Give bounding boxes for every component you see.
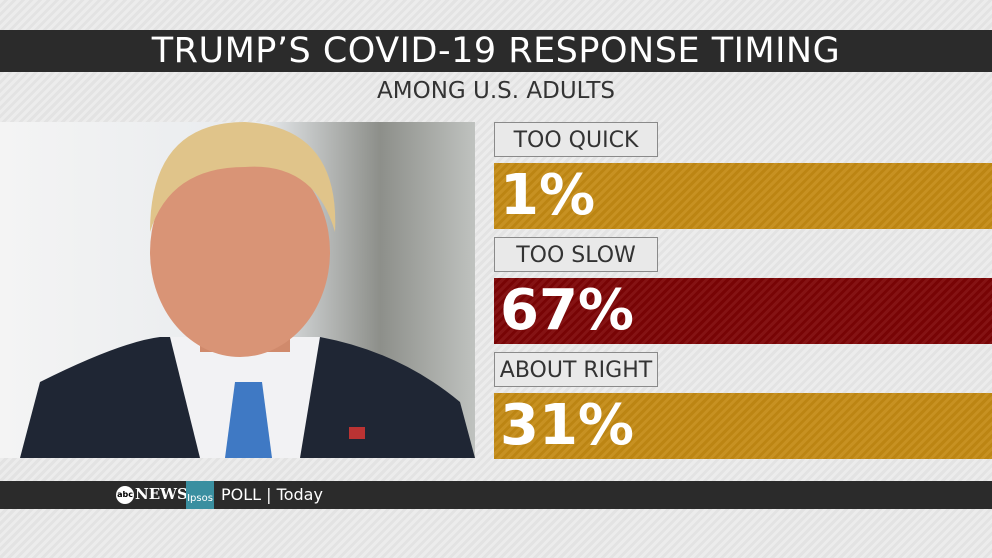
title: TRUMP’S COVID-19 RESPONSE TIMING	[0, 30, 992, 72]
label: TOO SLOW	[494, 237, 658, 272]
network: NEWS	[135, 485, 188, 503]
footer: abc NEWS Ipsos POLL | Today	[0, 481, 992, 509]
logo: abc	[116, 486, 134, 504]
subtitle: AMONG U.S. ADULTS	[377, 78, 615, 104]
value-bar: 1%	[494, 163, 992, 229]
value-bar: 31%	[494, 393, 992, 459]
portrait	[20, 122, 475, 458]
partner: Ipsos	[186, 481, 214, 509]
poll: POLL | Today	[221, 485, 323, 504]
label: ABOUT RIGHT	[494, 352, 658, 387]
photo	[0, 122, 475, 458]
value-bar: 67%	[494, 278, 992, 344]
label: TOO QUICK	[494, 122, 658, 157]
